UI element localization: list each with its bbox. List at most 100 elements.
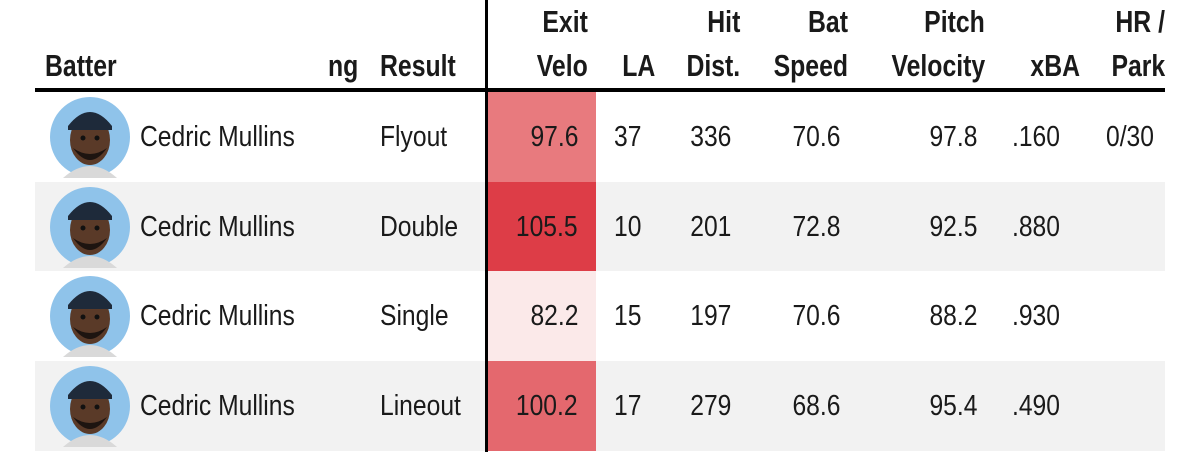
table-cell-text: 97.6 <box>530 121 578 153</box>
table-cell-text: 95.4 <box>929 390 977 423</box>
column-header: Pitch <box>909 4 985 40</box>
table-row <box>35 271 1165 362</box>
table-cell-text: 37 <box>614 121 642 153</box>
table-cell: 70.6 <box>784 119 840 155</box>
table-cell: 37 <box>614 119 646 155</box>
table-cell-text: Cedric Mullins <box>140 390 295 423</box>
table-cell-text: .160 <box>1012 121 1060 153</box>
column-header: Park <box>1098 48 1165 84</box>
column-header: Velo <box>524 48 588 84</box>
table-cell-text: .490 <box>1012 390 1060 423</box>
exit-velo-cell <box>488 181 596 272</box>
avatar-wrap <box>49 96 131 178</box>
column-divider <box>485 0 488 452</box>
result-link[interactable]: Lineout <box>380 388 475 424</box>
column-header: Dist. <box>673 48 740 84</box>
column-header: Hit <box>699 4 740 40</box>
table-cell-text: 10 <box>614 210 642 243</box>
exit-velo-cell <box>488 271 596 362</box>
table-cell: 88.2 <box>921 298 977 334</box>
table-cell-text: 105.5 <box>516 210 578 243</box>
column-header-text: Result <box>380 48 456 83</box>
table-cell-text: 72.8 <box>792 210 840 243</box>
table-cell-text: 82.2 <box>530 300 578 333</box>
table-cell-text: 279 <box>689 390 731 423</box>
column-header: xBA <box>1018 48 1080 84</box>
result-link-text: Flyout <box>380 121 448 153</box>
exit-velo-cell <box>488 92 596 182</box>
table-cell: 17 <box>614 388 646 424</box>
table-cell: 201 <box>683 209 731 245</box>
result-link-text: Lineout <box>380 390 461 423</box>
avatar <box>50 276 130 358</box>
column-header: Bat <box>798 4 848 40</box>
column-header-text: Park <box>1111 48 1165 83</box>
column-header: Exit <box>531 4 588 40</box>
result-link[interactable]: Single <box>380 298 461 334</box>
table-cell: 97.6 <box>522 119 578 155</box>
result-link[interactable]: Double <box>380 209 472 245</box>
table-cell-text: 97.8 <box>929 121 977 153</box>
table-cell-text: Cedric Mullins <box>140 300 295 333</box>
result-link[interactable]: Flyout <box>380 119 459 155</box>
column-header-text: xBA <box>1030 48 1080 83</box>
table-cell: 336 <box>683 119 731 155</box>
header-rule <box>35 88 1165 92</box>
avatar <box>50 366 130 448</box>
column-header-text: LA <box>621 48 655 83</box>
result-link-text: Double <box>380 210 459 243</box>
table-cell: Cedric Mullins <box>140 388 322 424</box>
table-cell-text: 15 <box>614 300 642 333</box>
table-cell-text: 70.6 <box>792 121 840 153</box>
column-header-text: Bat <box>808 4 848 39</box>
table-cell: 70.6 <box>784 298 840 334</box>
table-cell: 92.5 <box>921 209 977 245</box>
avatar-wrap <box>49 365 131 448</box>
table-cell: 105.5 <box>505 209 578 245</box>
avatar-wrap <box>49 275 131 358</box>
right-mask <box>1165 0 1200 467</box>
table-cell: .880 <box>1012 209 1068 245</box>
table-cell: 0/30 <box>1106 119 1162 155</box>
column-header-text: Pitch <box>924 4 985 39</box>
table-cell: .160 <box>1012 119 1068 155</box>
table-cell: .490 <box>1012 388 1068 424</box>
table-cell: Cedric Mullins <box>140 209 322 245</box>
column-header: ng <box>328 48 366 84</box>
column-header-text: ng <box>328 48 359 83</box>
table-cell: Cedric Mullins <box>140 298 322 334</box>
column-header: LA <box>614 48 655 84</box>
table-cell-text: Cedric Mullins <box>140 121 295 153</box>
column-header: Velocity <box>868 48 985 84</box>
column-header-text: Velo <box>536 48 588 83</box>
table-cell: 68.6 <box>784 388 840 424</box>
table-cell-text: 201 <box>689 210 731 243</box>
table-cell-text: 0/30 <box>1106 121 1154 153</box>
table-cell-text: 92.5 <box>929 210 977 243</box>
table-cell: .930 <box>1012 298 1068 334</box>
table-row <box>35 361 1165 452</box>
column-header: Batter <box>45 48 135 84</box>
column-header-text: Dist. <box>686 48 740 83</box>
table-cell-text: 88.2 <box>929 300 977 333</box>
table-cell: Cedric Mullins <box>140 119 322 155</box>
column-header-text: HR / <box>1115 4 1165 39</box>
table-cell-text: 70.6 <box>792 300 840 333</box>
table-row <box>35 92 1165 182</box>
result-link-text: Single <box>380 300 449 333</box>
table-cell: 197 <box>683 298 731 334</box>
column-header-text: Batter <box>45 48 117 83</box>
table-cell: 95.4 <box>921 388 977 424</box>
column-header-text: Speed <box>773 48 848 83</box>
avatar <box>50 97 130 178</box>
table-cell-text: Cedric Mullins <box>140 210 295 243</box>
column-header-text: Velocity <box>891 48 985 83</box>
table-cell-text: 336 <box>689 121 731 153</box>
table-cell: 10 <box>614 209 646 245</box>
table-cell: 82.2 <box>522 298 578 334</box>
avatar-wrap <box>49 186 131 268</box>
column-header: HR / <box>1103 4 1165 40</box>
table-cell-text: 100.2 <box>516 390 578 423</box>
avatar <box>50 186 130 268</box>
